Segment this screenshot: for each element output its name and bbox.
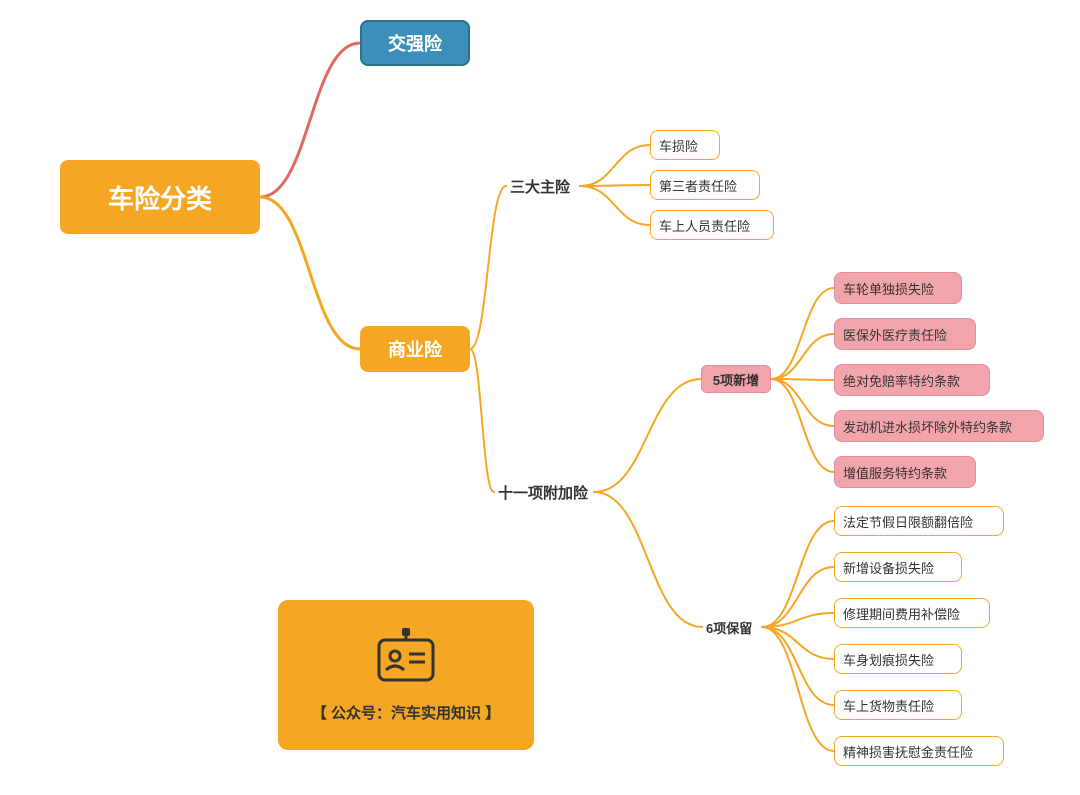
branch-jiaoqiang-label: 交强险 — [388, 30, 442, 56]
sub-six-keep-label: 6项保留 — [706, 618, 752, 637]
leaf-label: 车上货物责任险 — [843, 696, 934, 715]
sub-five-new-label: 5项新增 — [713, 370, 759, 389]
connector-layer — [0, 0, 1080, 795]
leaf-pink: 医保外医疗责任险 — [834, 318, 976, 350]
leaf-pink: 绝对免赔率特约条款 — [834, 364, 990, 396]
leaf-label: 车轮单独损失险 — [843, 279, 934, 298]
leaf-white: 车损险 — [650, 130, 720, 160]
leaf-pink: 发动机进水损坏除外特约条款 — [834, 410, 1044, 442]
leaf-white: 车身划痕损失险 — [834, 644, 962, 674]
leaf-label: 车上人员责任险 — [659, 216, 750, 235]
leaf-white: 精神损害抚慰金责任险 — [834, 736, 1004, 766]
leaf-white: 法定节假日限额翻倍险 — [834, 506, 1004, 536]
leaf-label: 绝对免赔率特约条款 — [843, 371, 960, 390]
leaf-white: 车上货物责任险 — [834, 690, 962, 720]
leaf-label: 修理期间费用补偿险 — [843, 604, 960, 623]
leaf-label: 发动机进水损坏除外特约条款 — [843, 417, 1012, 436]
sub-three-main-label: 三大主险 — [510, 176, 570, 197]
root-label: 车险分类 — [108, 179, 212, 216]
branch-jiaoqiang: 交强险 — [360, 20, 470, 66]
leaf-label: 新增设备损失险 — [843, 558, 934, 577]
leaf-white: 车上人员责任险 — [650, 210, 774, 240]
id-card-icon — [375, 628, 437, 688]
sub-three-main: 三大主险 — [510, 176, 570, 197]
wechat-badge: 【 公众号：汽车实用知识 】 — [278, 600, 534, 750]
leaf-label: 车身划痕损失险 — [843, 650, 934, 669]
leaf-white: 第三者责任险 — [650, 170, 760, 200]
leaf-label: 法定节假日限额翻倍险 — [843, 512, 973, 531]
sub-eleven-addon: 十一项附加险 — [498, 482, 588, 503]
leaf-white: 新增设备损失险 — [834, 552, 962, 582]
leaf-label: 增值服务特约条款 — [843, 463, 947, 482]
leaf-label: 医保外医疗责任险 — [843, 325, 947, 344]
root-node: 车险分类 — [60, 160, 260, 234]
leaf-pink: 增值服务特约条款 — [834, 456, 976, 488]
leaf-label: 车损险 — [659, 136, 698, 155]
leaf-label: 第三者责任险 — [659, 176, 737, 195]
sub-five-new: 5项新增 — [701, 365, 771, 393]
sub-eleven-addon-label: 十一项附加险 — [498, 482, 588, 503]
leaf-label: 精神损害抚慰金责任险 — [843, 742, 973, 761]
branch-shangye-label: 商业险 — [388, 336, 442, 362]
leaf-pink: 车轮单独损失险 — [834, 272, 962, 304]
branch-shangye: 商业险 — [360, 326, 470, 372]
sub-six-keep: 6项保留 — [706, 618, 752, 637]
leaf-white: 修理期间费用补偿险 — [834, 598, 990, 628]
wechat-badge-label: 【 公众号：汽车实用知识 】 — [312, 702, 500, 723]
